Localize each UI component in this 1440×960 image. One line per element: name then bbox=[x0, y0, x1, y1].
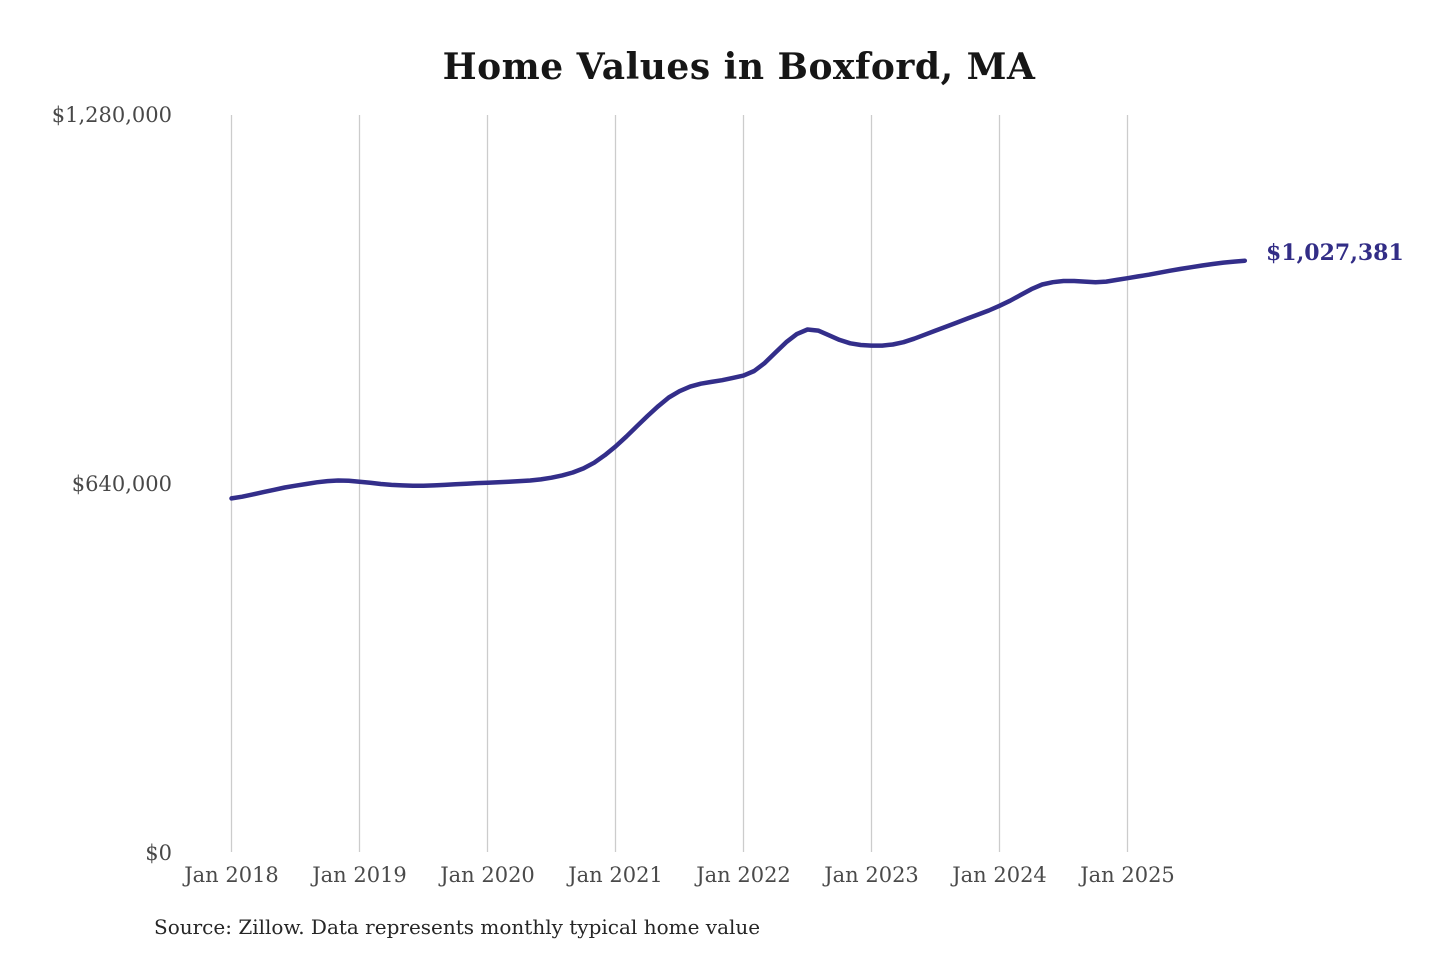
x-tick-label: Jan 2019 bbox=[310, 863, 407, 887]
x-tick-label: Jan 2024 bbox=[950, 863, 1047, 887]
x-tick-label: Jan 2020 bbox=[438, 863, 535, 887]
y-tick-label: $640,000 bbox=[72, 472, 172, 496]
current-value-label: $1,027,381 bbox=[1266, 240, 1404, 266]
home-value-line bbox=[229, 258, 1248, 501]
y-tick-label: $1,280,000 bbox=[52, 103, 172, 127]
x-tick-label: Jan 2018 bbox=[182, 863, 279, 887]
source-note: Source: Zillow. Data represents monthly … bbox=[154, 915, 761, 939]
y-tick-label: $0 bbox=[145, 841, 172, 865]
x-tick-label: Jan 2021 bbox=[566, 863, 663, 887]
x-tick-label: Jan 2023 bbox=[822, 863, 919, 887]
x-tick-label: Jan 2025 bbox=[1078, 863, 1175, 887]
chart-title: Home Values in Boxford, MA bbox=[442, 46, 1036, 88]
x-tick-label: Jan 2022 bbox=[694, 863, 791, 887]
